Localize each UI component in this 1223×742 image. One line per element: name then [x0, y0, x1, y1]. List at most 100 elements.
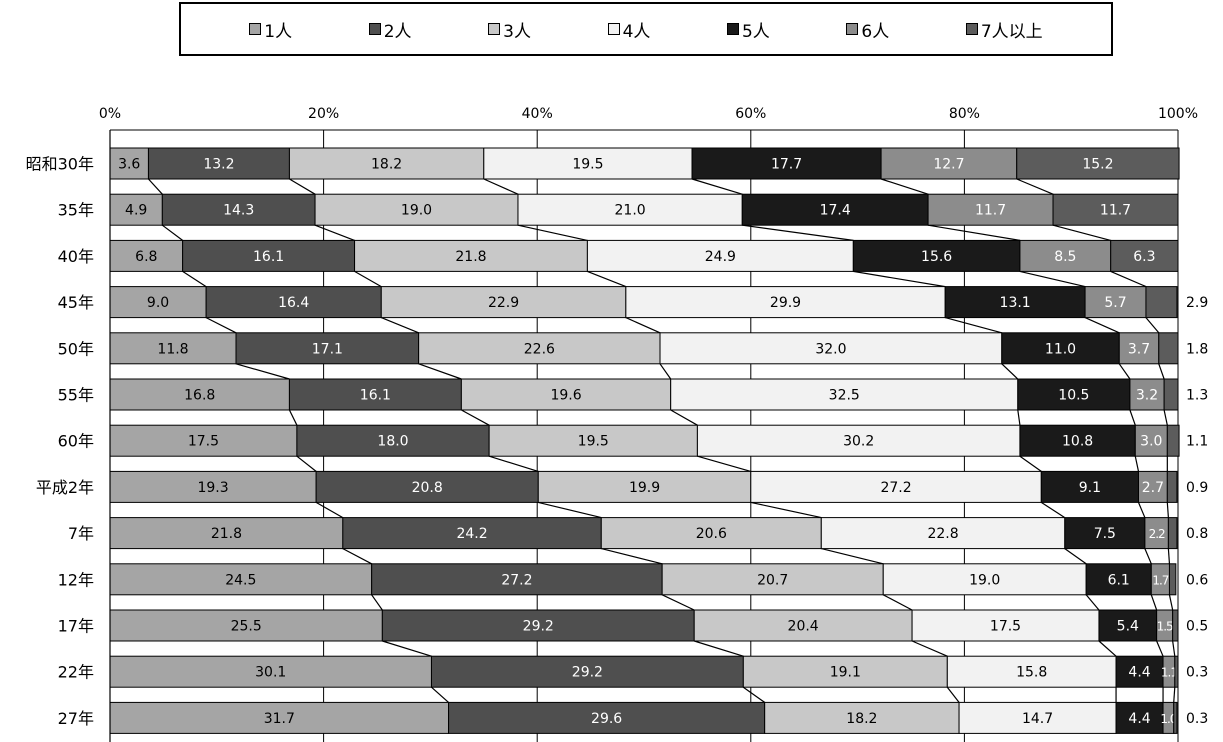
data-label: 13.2	[203, 157, 234, 173]
data-label: 22.6	[524, 341, 555, 357]
bar-segment	[1173, 701, 1178, 734]
category-label: 60年	[58, 432, 94, 451]
data-label: 19.5	[572, 157, 603, 173]
series-connector-line	[161, 224, 183, 241]
series-connector-line	[288, 409, 298, 426]
series-connector-line	[945, 317, 1002, 334]
series-connector-line	[742, 686, 766, 703]
series-connector-line	[927, 224, 1021, 241]
series-connector-line	[517, 224, 588, 241]
bar-segment	[182, 239, 356, 272]
series-connector-line	[296, 455, 317, 472]
bar-segment	[742, 655, 948, 688]
data-label: 11.0	[1045, 341, 1076, 357]
series-connector-line	[742, 224, 854, 241]
series-connector-line	[1167, 548, 1171, 564]
category-label: 40年	[58, 247, 94, 266]
data-label: 24.9	[705, 249, 736, 265]
series-connector-line	[1019, 455, 1042, 472]
data-label: 25.5	[231, 619, 262, 635]
bar-segment	[1019, 424, 1136, 457]
bar-segment	[109, 701, 450, 734]
data-label: 10.8	[1062, 434, 1093, 450]
data-label: 2.2	[1149, 527, 1165, 541]
series-connector-line	[821, 548, 884, 565]
legend-item: 1人	[249, 17, 292, 42]
series-connector-line	[691, 178, 743, 195]
data-label: 15.2	[1082, 157, 1113, 173]
data-label: 20.6	[696, 526, 727, 542]
series-connector-line	[882, 594, 913, 611]
bar-segment	[586, 239, 854, 272]
bar-segment	[483, 147, 693, 180]
bar-segment	[1137, 470, 1168, 503]
series-connector-line	[659, 363, 672, 380]
series-connector-line	[342, 548, 372, 565]
data-label: 1.1	[1161, 666, 1177, 680]
series-connector-line	[483, 178, 519, 195]
legend-swatch	[488, 23, 501, 35]
series-connector-line	[205, 317, 237, 334]
series-connector-line	[750, 501, 822, 519]
series-connector-line	[1134, 456, 1140, 472]
data-label: 29.6	[591, 711, 622, 727]
bar-segment	[354, 239, 588, 272]
data-label: 29.2	[572, 665, 603, 681]
series-connector-line	[1150, 594, 1158, 611]
bar-segment	[1158, 332, 1179, 365]
data-label: 3.2	[1136, 388, 1158, 404]
x-tick-label: 0%	[99, 106, 121, 122]
series-connector-line	[182, 270, 207, 288]
legend-label: 6人	[861, 21, 890, 42]
data-label: 19.0	[969, 572, 1000, 588]
bar-segment	[1016, 147, 1180, 180]
legend-item: 6人	[846, 17, 889, 42]
x-tick-label: 40%	[522, 106, 553, 122]
data-label: 19.9	[629, 480, 660, 496]
series-connector-line	[694, 640, 744, 657]
x-tick-label: 100%	[1158, 106, 1198, 122]
series-connector-line	[315, 501, 344, 519]
category-label: 平成2年	[36, 478, 94, 497]
series-connector-line	[461, 409, 490, 426]
data-label: 17.7	[771, 157, 802, 173]
category-label: 45年	[58, 293, 94, 312]
legend-item: 4人	[607, 17, 650, 42]
data-label: 19.5	[578, 434, 609, 450]
data-label: 11.8	[157, 341, 188, 357]
bar-segment	[1145, 286, 1178, 319]
bar-segment	[1084, 286, 1147, 319]
series-connector-line	[1144, 548, 1152, 565]
legend-swatch	[249, 23, 262, 35]
data-label: 11.7	[975, 203, 1006, 219]
data-label: 29.9	[770, 295, 801, 311]
data-label: 2.7	[1142, 480, 1164, 496]
data-label: 22.8	[927, 526, 958, 542]
data-label: 6.8	[135, 249, 157, 265]
data-label: 0.3	[1186, 665, 1208, 681]
data-label: 3.0	[1140, 434, 1162, 450]
legend-swatch	[368, 23, 381, 35]
bar-segment	[109, 563, 373, 596]
data-label: 19.3	[197, 480, 228, 496]
data-label: 13.1	[1000, 295, 1031, 311]
bar-segment	[880, 147, 1018, 180]
data-label: 3.6	[118, 157, 140, 173]
series-connector-line	[1158, 363, 1165, 380]
x-tick-label: 60%	[735, 106, 766, 122]
data-label: 27.2	[501, 572, 532, 588]
data-label: 18.0	[377, 434, 408, 450]
data-label: 21.8	[455, 249, 486, 265]
series-connector-line	[148, 178, 163, 195]
bar-segment	[946, 655, 1117, 688]
legend-swatch	[607, 23, 620, 35]
series-connector-line	[1040, 501, 1066, 519]
series-connector-line	[418, 363, 462, 380]
data-label: 9.0	[147, 295, 169, 311]
data-label: 14.3	[223, 203, 254, 219]
legend-item: 3人	[488, 17, 531, 42]
data-label: 30.1	[255, 665, 286, 681]
bar-segment	[1064, 517, 1146, 550]
bar-segment	[1019, 239, 1112, 272]
